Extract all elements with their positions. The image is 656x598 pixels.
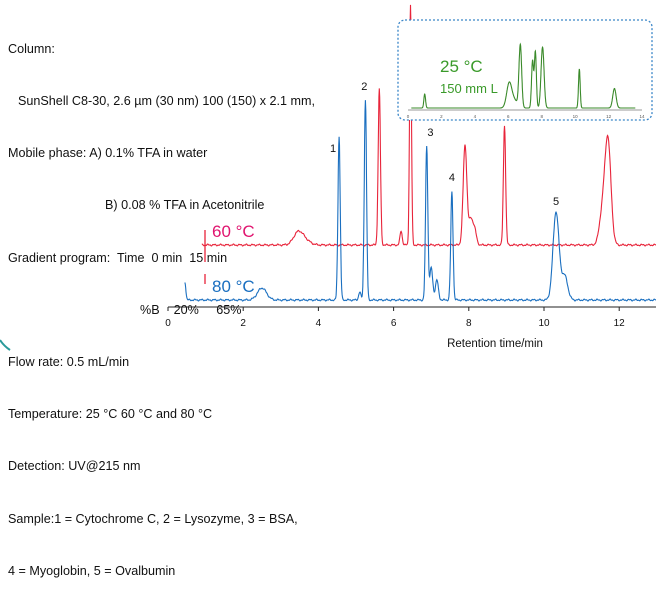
trace-60c <box>201 4 656 247</box>
peak-labels: 1 2 3 4 5 <box>330 81 559 208</box>
peak-label: 3 <box>427 127 433 139</box>
trace-label-80c: 80 °C <box>212 277 255 296</box>
trace-80c <box>184 100 656 302</box>
inset-tick-label: 6 <box>507 114 510 119</box>
inset-box <box>397 19 653 121</box>
detection: Detection: UV@215 nm <box>8 459 141 474</box>
trace-25c <box>411 42 636 109</box>
inset-axis-ticks: 0 2 4 6 8 10 12 14 <box>407 114 645 119</box>
x-tick-label: 0 <box>165 318 171 329</box>
temperature: Temperature: 25 °C 60 °C and 80 °C <box>8 407 213 422</box>
mobile-phase-a: Mobile phase: A) 0.1% TFA in water <box>8 146 208 161</box>
inset-tick-label: 12 <box>606 114 612 119</box>
gradient-line-1: Gradient program: Time 0 min 15 min <box>8 250 228 265</box>
inset-tick-label: 2 <box>440 114 443 119</box>
sample-line-2: 4 = Myoglobin, 5 = Ovalbumin <box>8 563 176 578</box>
corner-decoration <box>0 339 11 351</box>
chromatogram-chart: 0 2 4 6 8 10 12 Retention time/min 60 °C 80 °C… <box>0 4 656 351</box>
column-label: Column: <box>8 41 55 56</box>
inset-tick-label: 14 <box>639 114 645 119</box>
x-axis-label: Retention time/min <box>447 338 543 350</box>
peak-label: 5 <box>553 196 559 208</box>
x-tick-label: 2 <box>240 318 246 329</box>
column-detail: SunShell C8-30, 2.6 µm (30 nm) 100 (150)… <box>18 94 316 109</box>
inset-tick-label: 4 <box>474 114 477 119</box>
trace-label-60c: 60 °C <box>212 222 255 241</box>
x-tick-label: 6 <box>391 318 397 329</box>
mobile-phase-b: B) 0.08 % TFA in Acetonitrile <box>105 198 265 213</box>
x-tick-label: 10 <box>538 318 550 329</box>
flow-rate: Flow rate: 0.5 mL/min <box>8 355 130 370</box>
gradient-line-2: %B 20% 65% <box>140 302 242 317</box>
peak-label: 2 <box>361 81 367 93</box>
x-tick-label: 8 <box>466 318 472 329</box>
inset-tick-label: 8 <box>540 114 543 119</box>
inset-label-temperature: 25 °C <box>440 57 483 76</box>
sample-line-1: Sample:1 = Cytochrome C, 2 = Lysozyme, 3… <box>8 511 298 526</box>
peak-label: 4 <box>449 172 455 184</box>
x-axis-ticks: 0 2 4 6 8 10 12 <box>165 307 625 329</box>
x-tick-label: 4 <box>316 318 322 329</box>
inset-label-length: 150 mm L <box>440 81 498 96</box>
peak-label: 1 <box>330 143 336 155</box>
inset-tick-label: 10 <box>573 114 579 119</box>
inset-tick-label: 0 <box>407 114 410 119</box>
x-tick-label: 12 <box>614 318 626 329</box>
